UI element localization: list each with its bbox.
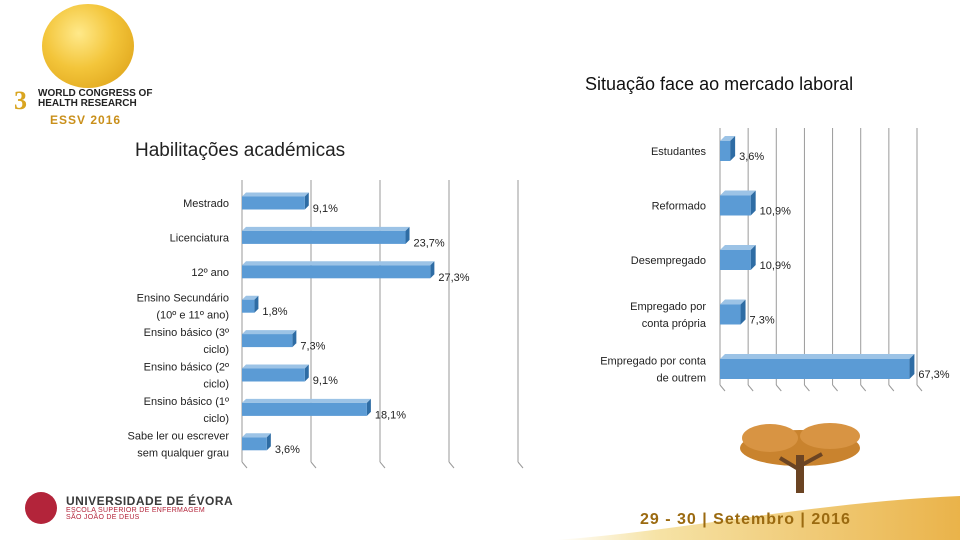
bar bbox=[720, 141, 731, 161]
bar-top bbox=[242, 295, 259, 300]
data-label: 67,3% bbox=[918, 369, 949, 381]
gridline-depth bbox=[832, 384, 838, 392]
data-label: 10,9% bbox=[760, 260, 791, 272]
bar-top bbox=[242, 226, 410, 231]
university-school-line1: ESCOLA SUPERIOR DE ENFERMAGEM bbox=[66, 507, 206, 514]
bar bbox=[242, 368, 305, 382]
bar-side bbox=[266, 433, 271, 451]
education-chart: Mestrado 9,1% Licenciatura 23,7% 12º ano 27,3… bbox=[128, 180, 524, 469]
category-label: Desempregado bbox=[631, 255, 706, 267]
bar-top bbox=[720, 354, 915, 359]
bar bbox=[242, 196, 305, 210]
bar-side bbox=[366, 398, 371, 416]
chart-title-labor: Situação face ao mercado laboral bbox=[585, 74, 854, 94]
data-label: 18,1% bbox=[375, 409, 406, 421]
tree-illustration bbox=[740, 423, 860, 493]
congress-logo-line1: WORLD CONGRESS OF bbox=[38, 88, 153, 99]
data-label: 3,6% bbox=[275, 444, 300, 456]
gridline-depth bbox=[448, 461, 455, 469]
category-label: Estudantes bbox=[651, 146, 707, 158]
bar-top bbox=[720, 190, 756, 196]
congress-logo-line2: HEALTH RESEARCH bbox=[38, 98, 137, 109]
category-label: Sabe ler ou escrever sem qualquer grau bbox=[128, 430, 230, 459]
bar bbox=[720, 359, 910, 379]
bar-top bbox=[720, 245, 756, 250]
bar-top bbox=[242, 330, 297, 335]
data-label: 9,1% bbox=[313, 203, 338, 215]
university-name: UNIVERSIDADE DE ÉVORA bbox=[66, 494, 234, 508]
bar bbox=[242, 230, 406, 244]
bar-side bbox=[730, 136, 736, 161]
gridline-depth bbox=[719, 384, 726, 392]
gridline-depth bbox=[888, 384, 895, 392]
gridline-depth bbox=[517, 461, 524, 469]
footer-band bbox=[555, 496, 960, 540]
bar-side bbox=[430, 261, 435, 279]
bar-side bbox=[740, 299, 746, 325]
data-label: 1,8% bbox=[262, 306, 287, 318]
category-label: Reformado bbox=[652, 201, 706, 213]
gridline-depth bbox=[916, 384, 923, 392]
category-label: Ensino básico (3º ciclo) bbox=[144, 327, 229, 356]
bar bbox=[242, 265, 431, 279]
bar-side bbox=[909, 354, 915, 379]
bar bbox=[242, 402, 367, 416]
bar bbox=[720, 195, 751, 216]
bar bbox=[242, 437, 267, 451]
category-label: Empregado por conta de outrem bbox=[600, 356, 707, 385]
bar bbox=[242, 299, 255, 313]
data-label: 10,9% bbox=[760, 206, 791, 218]
data-label: 27,3% bbox=[438, 272, 469, 284]
data-label: 9,1% bbox=[313, 375, 338, 387]
gridline-depth bbox=[860, 384, 867, 392]
bar-side bbox=[304, 364, 309, 382]
university-emblem-icon bbox=[25, 492, 57, 524]
gridline-depth bbox=[310, 461, 317, 469]
bar-top bbox=[242, 398, 371, 403]
category-label: 12º ano bbox=[191, 267, 229, 279]
bar-side bbox=[750, 190, 756, 216]
category-label: Ensino Secundário (10º e 11º ano) bbox=[137, 293, 229, 322]
bar-top bbox=[242, 261, 435, 266]
congress-logo-globe bbox=[42, 4, 134, 88]
gridline-depth bbox=[775, 384, 782, 392]
congress-logo-ordinal: 3 bbox=[14, 86, 27, 115]
gridline-depth bbox=[747, 384, 754, 392]
category-label: Licenciatura bbox=[170, 232, 230, 244]
bar-top bbox=[242, 364, 309, 369]
chart-title-education: Habilitações académicas bbox=[135, 140, 346, 161]
bar-top bbox=[720, 136, 736, 141]
gridline-depth bbox=[804, 384, 810, 392]
footer-dates: 29 - 30 | Setembro | 2016 bbox=[640, 511, 851, 528]
bar bbox=[242, 334, 293, 348]
category-label: Empregado por conta própria bbox=[630, 301, 707, 330]
category-label: Ensino básico (1º ciclo) bbox=[144, 396, 229, 425]
bar bbox=[720, 304, 741, 325]
bar-side bbox=[292, 330, 297, 348]
category-label: Ensino básico (2º ciclo) bbox=[144, 362, 229, 391]
data-label: 23,7% bbox=[414, 237, 445, 249]
data-label: 7,3% bbox=[750, 315, 775, 327]
congress-logo-subtitle: ESSV 2016 bbox=[50, 113, 122, 127]
bar-top bbox=[242, 192, 309, 197]
bar-top bbox=[242, 433, 271, 438]
bar-side bbox=[254, 295, 259, 313]
bar-side bbox=[304, 192, 309, 210]
bar-side bbox=[750, 245, 756, 270]
category-label: Mestrado bbox=[183, 198, 229, 210]
gridline-depth bbox=[379, 461, 386, 469]
data-label: 3,6% bbox=[739, 151, 764, 163]
bar-side bbox=[405, 226, 410, 244]
data-label: 7,3% bbox=[300, 341, 325, 353]
bar-top bbox=[720, 299, 746, 305]
labor-chart: Estudantes 3,6% Reformado 10,9% Desempregado… bbox=[600, 128, 950, 392]
bar bbox=[720, 250, 751, 270]
gridline-depth bbox=[241, 461, 248, 469]
university-school-line2: SÃO JOÃO DE DEUS bbox=[66, 514, 140, 521]
